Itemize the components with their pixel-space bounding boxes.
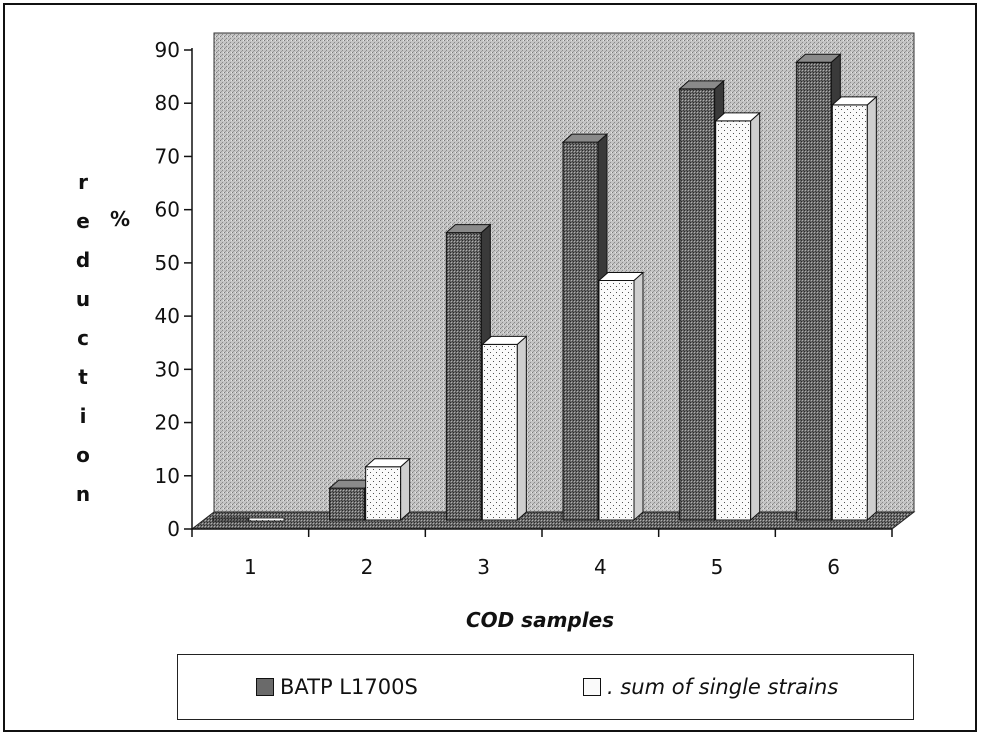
y-axis-label-letter: d [75, 248, 91, 272]
y-tick-label: 30 [155, 357, 180, 381]
y-tick-label: 0 [167, 517, 180, 541]
x-tick-label: 5 [711, 555, 724, 579]
y-tick-label: 20 [155, 411, 180, 435]
bar-front [562, 141, 599, 521]
y-axis-label-letter: i [79, 404, 87, 428]
bar-side [750, 111, 761, 522]
x-tick-label: 2 [361, 555, 374, 579]
bar-sum [597, 271, 645, 522]
bar-sum [248, 517, 285, 522]
x-axis-label: COD samples [465, 608, 615, 632]
legend: BATP L1700S . sum of single strains [177, 654, 914, 720]
y-tick-label: 60 [155, 198, 180, 222]
legend-label-sum: . sum of single strains [607, 675, 839, 699]
bar-side [516, 335, 527, 522]
legend-label-batp: BATP L1700S [280, 675, 418, 699]
x-tick-label: 1 [244, 555, 257, 579]
bar-side [866, 95, 877, 522]
axes: 0 10 20 30 40 50 60 70 80 90 1 2 3 4 5 6 [155, 38, 893, 579]
y-tick-label: 80 [155, 91, 180, 115]
bar-front [212, 517, 249, 522]
bar-batp [212, 517, 249, 522]
y-axis-label-letter: u [75, 287, 91, 311]
bar-top [445, 224, 492, 234]
x-tick-label: 6 [827, 555, 840, 579]
legend-swatch-light [583, 678, 601, 696]
bar-top [561, 133, 609, 143]
bar-sum [481, 335, 528, 522]
legend-swatch-dark [256, 678, 274, 696]
y-tick-label: 50 [155, 251, 180, 275]
bar-side [400, 457, 411, 522]
legend-item-batp: BATP L1700S [256, 675, 418, 699]
bar-sum [714, 111, 761, 522]
bar-top [714, 112, 761, 122]
bar-front [248, 517, 285, 522]
bar-top [831, 96, 878, 106]
bar-sum [831, 95, 878, 522]
y-axis-label-letter: r [78, 170, 88, 194]
bar-front [795, 61, 832, 521]
y-tick-label: 40 [155, 304, 180, 328]
y-axis-label-letter: c [77, 326, 89, 350]
bar-front [679, 88, 716, 521]
bar-front [715, 120, 752, 521]
y-tick-label: 70 [155, 144, 180, 168]
legend-item-sum: . sum of single strains [583, 675, 838, 699]
bar-top [481, 335, 528, 345]
y-axis-label-letter: o [76, 443, 90, 467]
y-axis-label-letter: n [75, 482, 91, 506]
bar-top [795, 53, 842, 63]
bar-front [831, 104, 868, 521]
bar-front [445, 232, 482, 521]
x-tick-label: 3 [477, 555, 490, 579]
bar-top [597, 272, 645, 281]
bar-side [633, 271, 644, 522]
x-tick-label: 4 [594, 555, 607, 579]
y-axis-label-letter: t [78, 365, 88, 389]
bar-top [678, 80, 725, 90]
y-axis-label-letter: e [76, 209, 90, 233]
y-tick-label: 90 [155, 38, 180, 62]
bar-sum [364, 457, 411, 522]
bar-front [481, 343, 518, 521]
y-tick-label: 10 [155, 464, 180, 488]
bar-front [598, 280, 635, 521]
y-axis-unit: % [110, 207, 131, 231]
bars [212, 53, 878, 522]
bar-top [364, 458, 411, 468]
bar-front [365, 466, 402, 521]
bar-front [329, 487, 366, 521]
